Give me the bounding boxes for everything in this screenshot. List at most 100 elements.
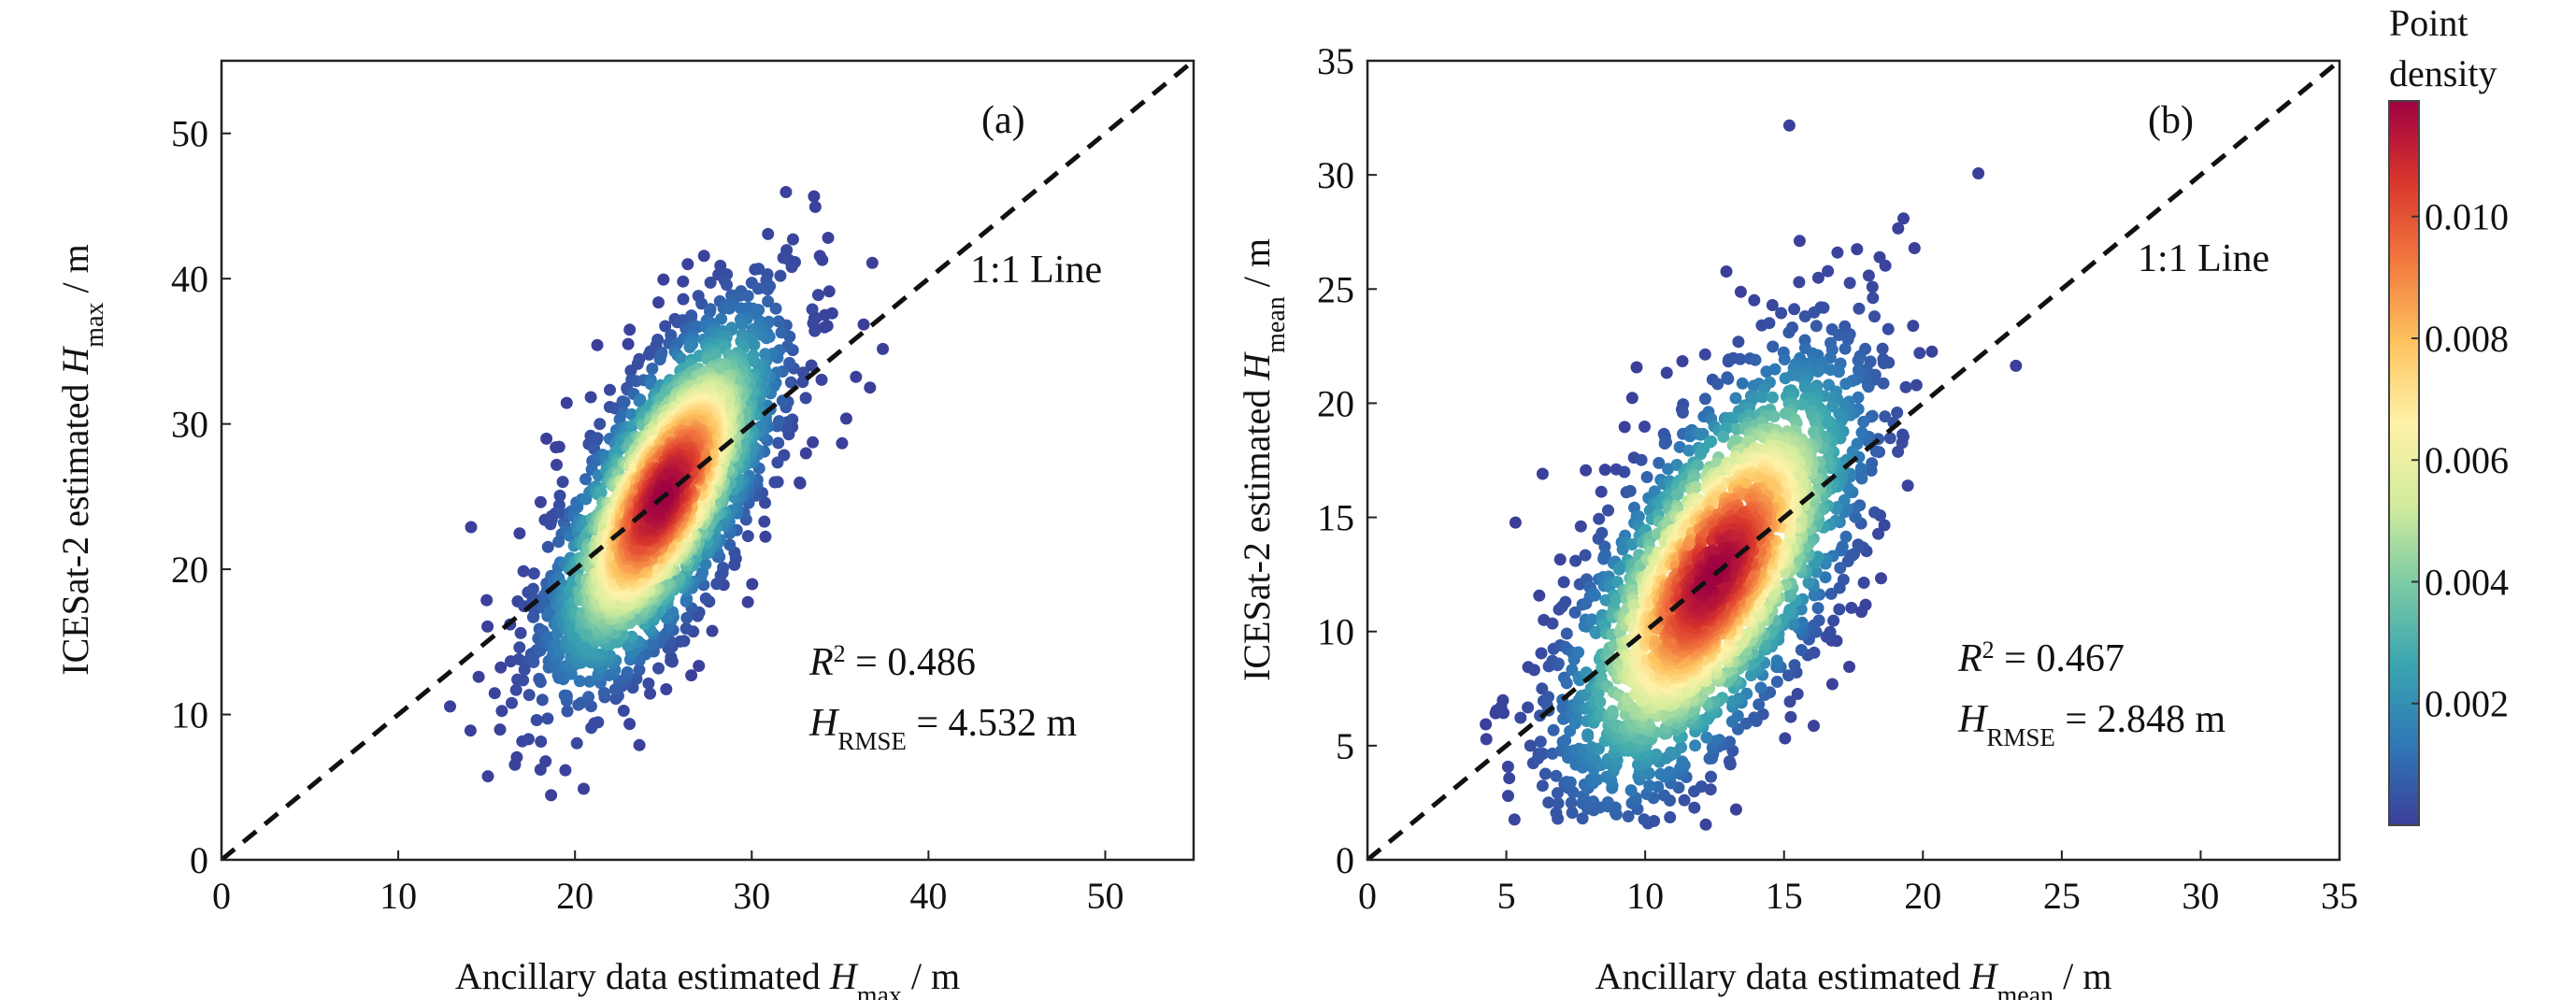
scatter-point [1688, 801, 1701, 814]
scatter-point [1857, 415, 1870, 428]
scatter-point [1638, 813, 1651, 826]
scatter-point [1839, 342, 1852, 355]
scatter-point [1601, 796, 1614, 808]
panel-a-x-axis-title: Ancillary data estimated Hmax / m [455, 955, 960, 1000]
scatter-point [1695, 448, 1707, 461]
scatter-point [1788, 303, 1801, 316]
scatter-point [1589, 627, 1602, 639]
scatter-point [644, 687, 656, 700]
scatter-point [786, 233, 799, 246]
scatter-point [1591, 773, 1604, 786]
scatter-point [551, 627, 564, 640]
scatter-point [1734, 352, 1747, 365]
scatter-point [704, 276, 717, 289]
scatter-point [1587, 795, 1599, 808]
scatter-point [617, 705, 630, 717]
scatter-point [573, 675, 586, 688]
scatter-point [768, 476, 781, 489]
scatter-point [580, 473, 592, 486]
scatter-point [808, 190, 821, 203]
scatter-point [633, 664, 646, 677]
scatter-point [1770, 654, 1783, 667]
scatter-point [1508, 813, 1521, 826]
scatter-point [1618, 465, 1631, 479]
scatter-point [1676, 355, 1689, 367]
scatter-point [1717, 430, 1730, 443]
scatter-point [1574, 520, 1587, 533]
scatter-point [1866, 457, 1879, 470]
scatter-point [762, 295, 775, 307]
panel-a-x-title-unit: / m [902, 955, 960, 997]
scatter-point [1728, 411, 1741, 424]
scatter-point [807, 436, 820, 449]
panel-a-y-title-sub: max [80, 302, 109, 347]
scatter-point [1868, 310, 1881, 323]
scatter-point [540, 432, 553, 445]
scatter-point [517, 674, 530, 687]
scatter-point [738, 302, 751, 315]
scatter-point [584, 700, 597, 713]
panel-a-rmse-sub: RMSE [837, 727, 907, 755]
scatter-point [1868, 506, 1882, 519]
panel-a-x-title-pre: Ancillary data estimated [455, 955, 830, 997]
scatter-point [1798, 380, 1811, 393]
scatter-point [1618, 421, 1631, 434]
scatter-point [1711, 378, 1724, 391]
scatter-point [535, 736, 548, 748]
scatter-point [1775, 307, 1788, 320]
scatter-point [723, 302, 736, 315]
scatter-point [1876, 342, 1889, 355]
scatter-point [1696, 427, 1710, 440]
scatter-point [1542, 691, 1554, 704]
scatter-point [1557, 576, 1570, 589]
y-tick-label: 0 [190, 839, 208, 881]
scatter-point [1572, 646, 1585, 659]
scatter-point [715, 312, 728, 325]
scatter-point [751, 282, 765, 295]
scatter-point [645, 637, 658, 650]
scatter-point [652, 662, 665, 675]
scatter-point [717, 562, 730, 574]
scatter-point [1897, 212, 1910, 225]
y-tick-label: 50 [171, 113, 208, 155]
scatter-point [1654, 767, 1667, 780]
scatter-point [1570, 712, 1583, 725]
scatter-point [1502, 790, 1514, 803]
scatter-point [534, 676, 547, 689]
scatter-point [1616, 543, 1629, 556]
scatter-point [746, 354, 759, 367]
scatter-point [1736, 377, 1749, 390]
scatter-point [472, 670, 485, 683]
scatter-point [857, 318, 870, 331]
scatter-point [1625, 392, 1639, 405]
scatter-point [1866, 280, 1879, 293]
scatter-point [594, 418, 607, 431]
scatter-point [1650, 748, 1663, 761]
scatter-point [799, 392, 812, 405]
scatter-point [1673, 440, 1686, 453]
scatter-point [741, 530, 754, 543]
scatter-point [560, 689, 573, 702]
scatter-point [1598, 551, 1611, 564]
scatter-point [823, 285, 836, 298]
scatter-point [769, 302, 782, 315]
scatter-point [1766, 299, 1779, 311]
scatter-point [759, 496, 771, 509]
scatter-point [681, 258, 694, 271]
scatter-point [522, 733, 535, 746]
scatter-point [706, 624, 719, 637]
scatter-point [1852, 354, 1865, 367]
scatter-point [1639, 421, 1651, 433]
scatter-point [1811, 271, 1825, 284]
scatter-point [1798, 310, 1811, 322]
scatter-point [699, 592, 712, 605]
scatter-point [644, 378, 657, 391]
scatter-point [1720, 265, 1733, 278]
scatter-point [527, 567, 540, 580]
scatter-point [1748, 293, 1761, 307]
scatter-point [1534, 736, 1547, 749]
scatter-point [805, 359, 818, 372]
scatter-point [1622, 810, 1635, 822]
scatter-point [1653, 456, 1666, 469]
panel-a-one-to-one-label: 1:1 Line [970, 249, 1102, 292]
